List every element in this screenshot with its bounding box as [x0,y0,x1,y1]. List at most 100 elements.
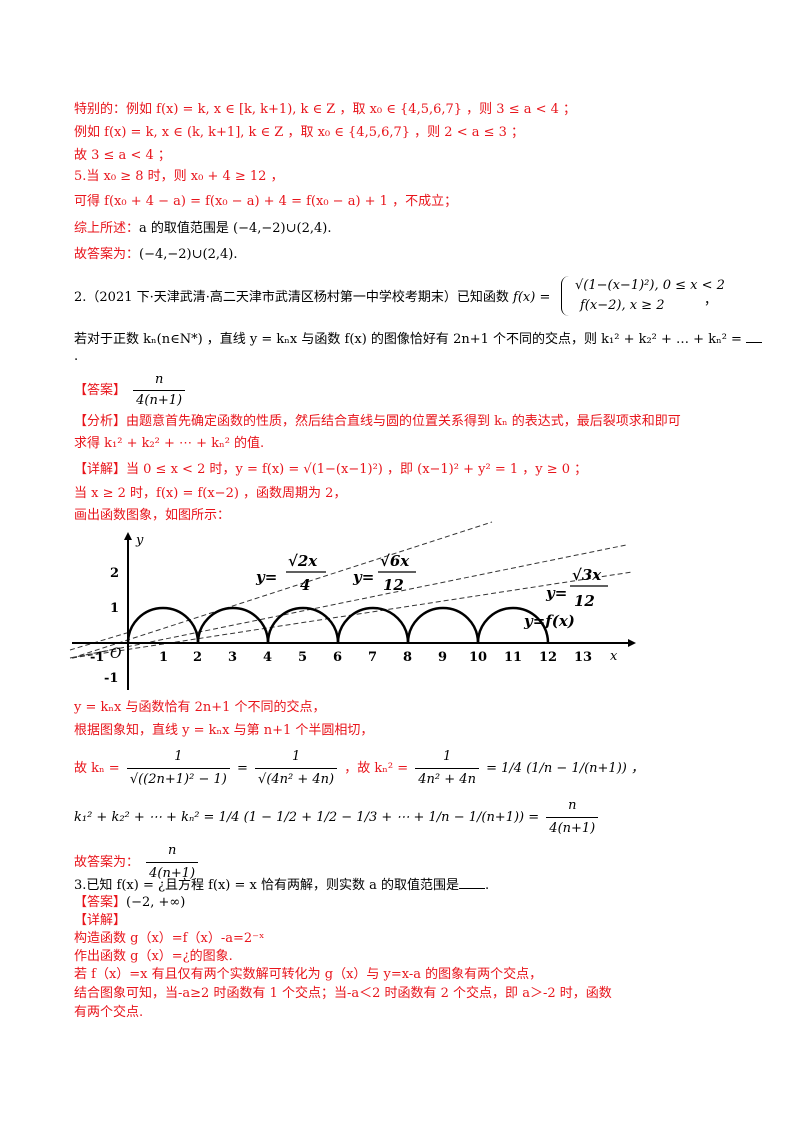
piecewise-case-2: f(x−2), x ≥ 2 [580,298,665,313]
x-tick: 1 [159,650,168,665]
final-prefix: 故答案为： [74,855,140,870]
x-tick: 10 [469,650,487,665]
kn2-quarter: 1/4 [501,761,523,776]
x-tick: 9 [438,650,447,665]
tangent-line-left-a [69,631,131,651]
x-tick: 2 [193,650,202,665]
text-line-conclusion-a: 故 3 ≤ a < 4 ； [74,148,171,163]
text-line-special-case-1: 特别的：例如 f(x) = k, x ∈ [k, k+1), k ∈ Z ，取 … [74,102,577,117]
detail-3-line-5: 有两个交点. [74,1005,144,1020]
sum-expression: k₁² + k₂² + ⋯ + kₙ² = 1/4 (1 − 1/2 + 1/2… [74,810,540,825]
origin-label: O [110,646,122,662]
kn2-fraction: 1 4n² + 4n [415,746,479,791]
detail-3-line-4: 结合图象可知，当-a≥2 时函数有 1 个交点；当-a＜2 时函数有 2 个交点… [74,986,612,1001]
tangent-line-n1 [71,544,627,659]
text-line-special-case-2: 例如 f(x) = k, x ∈ (k, k+1], k ∈ Z ，取 x₀ ∈… [74,125,525,140]
text-line-contradiction: 可得 f(x₀ + 4 − a) = f(x₀ − a) + 4 = f(x₀ … [74,194,458,209]
x-tick: 12 [539,650,557,665]
final-num: n [146,840,199,863]
answer-range: (−4,−2)∪(2,4). [139,247,238,262]
analysis-text: 由题意首先确定函数的性质，然后结合直线与圆的位置关系得到 kₙ 的表达式，最后裂… [126,414,681,429]
answer-3-value: (−2, +∞) [126,895,186,910]
answer-blank [746,330,763,343]
kn2-tail: (1/n − 1/(n+1)) ， [526,761,644,776]
y-tick: 2 [110,566,119,581]
answer-3-tag: 【答案】 [74,895,127,910]
function-graph: -1 1 2 3 4 5 6 7 8 9 10 11 12 13 x y O 2… [69,521,636,690]
kn-f1-num: 1 [126,746,230,769]
sum-num: n [546,795,599,818]
line-label-num: √6x [380,552,410,570]
x-tick: 6 [333,650,342,665]
x-tick: 11 [504,650,522,665]
kn-equals: = [236,761,248,776]
line-label-den: 12 [574,592,595,610]
x-tick: 8 [403,650,412,665]
piecewise-brace [561,276,572,316]
problem-2-source: 2.（2021 下·天津武清·高二天津市武清区杨村第一中学校考期末）已知函数 [74,290,509,305]
answer-blank-3 [459,876,486,889]
x-axis-arrow [628,639,636,647]
line-label-lhs: y= [255,568,277,586]
text-line-answer-1: 故答案为：(−4,−2)∪(2,4). [74,246,237,264]
line-label-den: 12 [383,576,404,594]
line-label-num: √3x [572,566,602,584]
answer-numerator: n [133,370,186,391]
y-tick: 1 [110,601,119,616]
kn2-equals: = [486,761,497,776]
after-graph-1: y = kₙx 与函数恰有 2n+1 个不同的交点， [74,700,326,715]
after-graph-2: 根据图象知，直线 y = kₙx 与第 n+1 个半圆相切， [74,723,374,738]
function-curve-label: y=f(x) [523,612,575,630]
detail-3-line-2: 作出函数 g（x）=¿的图象. [74,949,233,964]
function-name: f(x) = [513,290,551,305]
header-comma: ， [704,293,718,308]
detail-3-line-1: 构造函数 g（x）=f（x）-a=2⁻ˣ [74,931,265,946]
y-tick: -1 [104,671,118,686]
analysis-row-2: 求得 k₁² + k₂² + ⋯ + kₙ² 的值. [74,436,265,451]
y-tick-labels: 2 1 -1 [104,566,119,686]
answer-fraction: n 4(n+1) [133,370,186,411]
line-label-lhs: y= [352,568,374,586]
answer-label: 故答案为： [74,247,140,262]
summary-label: 综上所述： [74,221,140,236]
text-line-case-5: 5.当 x₀ ≥ 8 时，则 x₀ + 4 ≥ 12 ， [74,169,284,184]
y-axis-label: y [135,533,144,548]
final-den: 4(n+1) [149,866,196,881]
line-label-num: √2x [288,552,318,570]
line-label-den: 4 [300,576,310,594]
kn2-num: 1 [415,746,479,769]
sum-den: 4(n+1) [549,821,596,836]
x-tick: 13 [574,650,592,665]
tangent-line-n0 [71,521,493,659]
x-tick: 4 [263,650,272,665]
x-tick-labels: -1 1 2 3 4 5 6 7 8 9 10 11 12 13 [90,650,592,665]
problem-2-question: 若对于正数 kₙ(n∈N*) ，直线 y = kₙx 与函数 f(x) 的图像恰… [74,330,763,349]
analysis-row: 【分析】由题意首先确定函数的性质，然后结合直线与圆的位置关系得到 kₙ 的表达式… [74,413,681,431]
line-label-b: y= √6x 12 [352,552,416,594]
question-text: 若对于正数 kₙ(n∈N*) ，直线 y = kₙx 与函数 f(x) 的图像恰… [74,332,742,347]
kn-f1-den: √((2n+1)² − 1) [129,772,227,787]
problem-3-text: 3.已知 f(x) = ¿且方程 f(x) = x 恰有两解，则实数 a 的取值… [74,878,460,893]
semicircle-arcs [126,606,550,644]
sum-row: k₁² + k₂² + ⋯ + kₙ² = 1/4 (1 − 1/2 + 1/2… [74,795,601,840]
kn-fraction-2: 1 √(4n² + 4n) [255,746,338,791]
y-axis-arrow [124,532,132,540]
final-answer-row: 故答案为： n 4(n+1) [74,840,201,885]
line-label-a: y= √2x 4 [255,552,326,594]
detail-text: 当 0 ≤ x < 2 时，y = f(x) = √(1−(x−1)²) ，即 … [126,462,588,477]
detail-3-tag: 【详解】 [74,913,127,928]
detail-row: 【详解】当 0 ≤ x < 2 时，y = f(x) = √(1−(x−1)²)… [74,461,587,479]
x-tick: -1 [90,650,104,665]
line-label-c: y= √3x 12 [545,566,608,610]
q3-end: . [485,878,490,893]
analysis-tag: 【分析】 [74,414,127,429]
final-fraction: n 4(n+1) [146,840,199,885]
detail-3-line-3: 若 f（x）=x 有且仅有两个实数解可转化为 g（x）与 y=x-a 的图象有两… [74,967,543,982]
answer-tag: 【答案】 [74,383,127,398]
answer-denominator: 4(n+1) [136,393,183,408]
kn-f2-num: 1 [255,746,338,769]
detail-row-3: 画出函数图象，如图所示： [74,508,231,523]
problem-3-question: 3.已知 f(x) = ¿且方程 f(x) = x 恰有两解，则实数 a 的取值… [74,876,489,895]
question-end-dot: . [74,349,79,364]
x-tick: 3 [228,650,237,665]
